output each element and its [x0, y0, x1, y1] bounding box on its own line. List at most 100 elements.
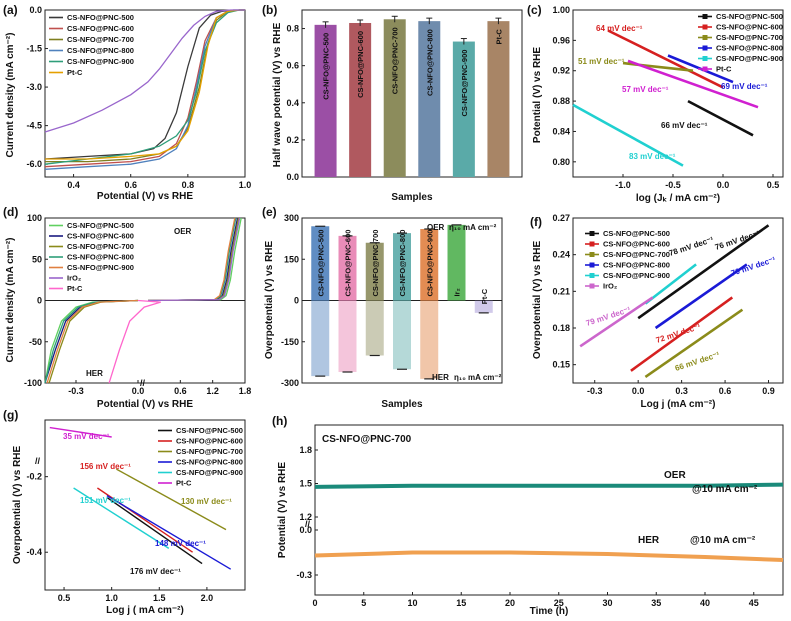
- panel-f-legend-marker: [589, 273, 595, 278]
- panel-c-legend-label: CS-NFO@PNC-900: [716, 54, 783, 63]
- panel-g-legend-label: CS-NFO@PNC-900: [176, 468, 243, 477]
- panel-f-y-tick-label: 0.27: [552, 213, 570, 223]
- panel-c-legend-marker: [702, 66, 708, 72]
- panel-f-series-line: [644, 263, 697, 305]
- panel-b-bar: [418, 21, 441, 178]
- panel-b-bar-label: CS-NFO@PNC-900: [460, 50, 469, 117]
- panel-e-bar-label: Pt-C: [480, 288, 489, 304]
- panel-h-x-tick-label: 45: [749, 598, 759, 608]
- panel-f-legend-label: CS-NFO@PNC-900: [603, 271, 670, 280]
- panel-a-x-tick-label: 1.0: [239, 180, 252, 190]
- panel-f-legend-marker: [589, 252, 595, 257]
- panel-d-axis-break: //: [140, 378, 146, 388]
- panel-c-slope-annotation: 64 mV dec⁻¹: [596, 24, 643, 33]
- panel-f-x-tick-label: -0.3: [587, 386, 603, 396]
- panel-b-ylabel: Half wave potential (V) vs RHE: [272, 22, 283, 167]
- panel-b-frame: [301, 9, 523, 178]
- panel-e-her-eta: η₁₀ mA cm⁻²: [454, 373, 502, 382]
- panel-a-y-tick-label: -3.0: [26, 82, 42, 92]
- panel-f-slope-annotation: 70 mV dec⁻¹: [730, 255, 777, 278]
- panel-h-oer-line: [314, 482, 784, 489]
- panel-d-xlabel: Potential (V) vs RHE: [97, 399, 193, 410]
- panel-b-plot: 0.0 0.2 0.4 0.6 0.8 CS-NFO@PNC-500 CS-NFO@PNC-…: [286, 15, 510, 182]
- panel-e-plot: 300 150 0 -150 -300 CS-NFO@PNC-500 CS-NFO@PNC-…: [281, 213, 502, 388]
- panel-h-y-tick-label: 1.8: [299, 445, 312, 455]
- panel-d-legend-label: CS-NFO@PNC-700: [67, 242, 134, 251]
- panel-a-series-line: [44, 9, 245, 133]
- panel-e-y-tick-label: 0: [294, 296, 299, 306]
- panel-f-series-line: [630, 296, 734, 372]
- panel-d-legend-label: CS-NFO@PNC-800: [67, 253, 134, 262]
- panel-a-label: (a): [3, 3, 18, 17]
- panel-a-frame: [44, 9, 246, 178]
- panel-b-bar: [487, 21, 510, 178]
- panel-c-x-tick-label: -1.0: [615, 180, 631, 190]
- panel-c-slope-annotation: 51 mV dec⁻¹: [578, 57, 625, 66]
- panel-a-x-tick-label: 0.4: [67, 180, 80, 190]
- panel-f-series-line: [654, 263, 748, 330]
- panel-c-legend-marker: [702, 45, 708, 51]
- panel-d-plot: 100 50 0 -50 -100 -0.3 0.0 0.6 1.2 1.8 // OER HER CS-…: [24, 213, 251, 396]
- panel-g-x-tick-label: 1.0: [105, 593, 118, 603]
- panel-f-ylabel: Overpotential (V) vs RHE: [532, 240, 543, 359]
- panel-g-legend-label: CS-NFO@PNC-600: [176, 437, 243, 446]
- panel-d-legend-label: CS-NFO@PNC-500: [67, 221, 134, 230]
- panel-a-y-tick-label: -1.5: [26, 44, 42, 54]
- panel-e-her-bar: [393, 300, 411, 370]
- panel-e-oer-annotation: OER: [427, 223, 445, 232]
- panel-e-bar-label: CS-NFO@PNC-700: [371, 230, 380, 297]
- panel-b-xlabel: Samples: [391, 192, 433, 203]
- panel-d-her-curve: [46, 299, 139, 384]
- panel-g-series-line: [106, 494, 232, 570]
- panel-a-plot: 0.0 -1.5 -3.0 -4.5 -6.0 0.4 0.6 0.8 1.0 CS-NFO@PN…: [26, 5, 251, 190]
- panel-c-xlabel: log (Jₖ / mA cm⁻²): [636, 193, 720, 204]
- panel-h-x-tick-label: 40: [700, 598, 710, 608]
- panel-g-ylabel: Overpotential (V) vs RHE: [12, 445, 23, 564]
- panel-e-oer-bar: [393, 233, 411, 301]
- panel-e-oer-bar: [420, 229, 439, 301]
- panel-c-x-tick-label: 0.0: [717, 180, 730, 190]
- panel-b-y-tick-label: 0.6: [286, 61, 299, 71]
- panel-a-legend-label: Pt-C: [67, 68, 83, 77]
- panel-f-legend-label: CS-NFO@PNC-500: [603, 229, 670, 238]
- panel-b-bar-label: CS-NFO@PNC-800: [425, 29, 434, 96]
- panel-c-y-tick-label: 1.00: [552, 5, 570, 15]
- panel-h-her-annotation: HER: [638, 535, 660, 546]
- panel-d-x-tick-label: 0.6: [174, 386, 187, 396]
- panel-d-legend-label: CS-NFO@PNC-900: [67, 263, 134, 272]
- panel-e-label: (e): [262, 205, 277, 219]
- panel-f-series-line: [644, 308, 744, 378]
- panel-h-x-tick-label: 25: [554, 598, 564, 608]
- panel-b-y-tick-label: 0.0: [286, 172, 299, 182]
- panel-d-oer-annotation: OER: [174, 227, 192, 236]
- panel-d-x-tick-label: 0.0: [132, 386, 145, 396]
- panel-c-series-line: [572, 103, 684, 167]
- panel-e-y-tick-label: 150: [284, 254, 299, 264]
- panel-e-her-bar: [338, 300, 357, 372]
- panel-g-y-tick-label: -0.2: [26, 472, 42, 482]
- panel-a-y-tick-label: -6.0: [26, 159, 42, 169]
- panel-h-oer-annotation: OER: [664, 470, 686, 481]
- panel-h-y-tick-label: 0.0: [299, 525, 312, 535]
- panel-d-x-tick-label: 1.8: [239, 386, 252, 396]
- panel-b-y-tick-label: 0.2: [286, 135, 299, 145]
- panel-c-x-tick-label: 0.5: [767, 180, 780, 190]
- panel-e-her-annotation: HER: [432, 373, 449, 382]
- panel-h-her-line: [314, 550, 784, 562]
- panel-f-x-tick-label: 0.9: [762, 386, 775, 396]
- panel-h-title: CS-NFO@PNC-700: [322, 434, 412, 445]
- panel-a-series-line: [44, 9, 245, 165]
- panel-f-xlabel: Log j (mA cm⁻²): [641, 399, 716, 410]
- panel-e-bar-label: CS-NFO@PNC-900: [425, 230, 434, 297]
- panel-c-legend-label: CS-NFO@PNC-600: [716, 23, 783, 32]
- panel-g-slope-annotation: 156 mV dec⁻¹: [80, 462, 131, 471]
- panel-b-label: (b): [262, 3, 277, 17]
- panel-c-legend-marker: [702, 56, 708, 61]
- panel-f-y-tick-label: 0.15: [552, 360, 570, 370]
- panel-c-legend-label: CS-NFO@PNC-500: [716, 12, 783, 21]
- panel-f-series-line: [579, 296, 654, 348]
- panel-c-legend-label: CS-NFO@PNC-800: [716, 44, 783, 53]
- panel-e-her-bar: [365, 300, 384, 356]
- panel-g-label: (g): [3, 408, 18, 422]
- panel-f-y-tick-label: 0.18: [552, 323, 570, 333]
